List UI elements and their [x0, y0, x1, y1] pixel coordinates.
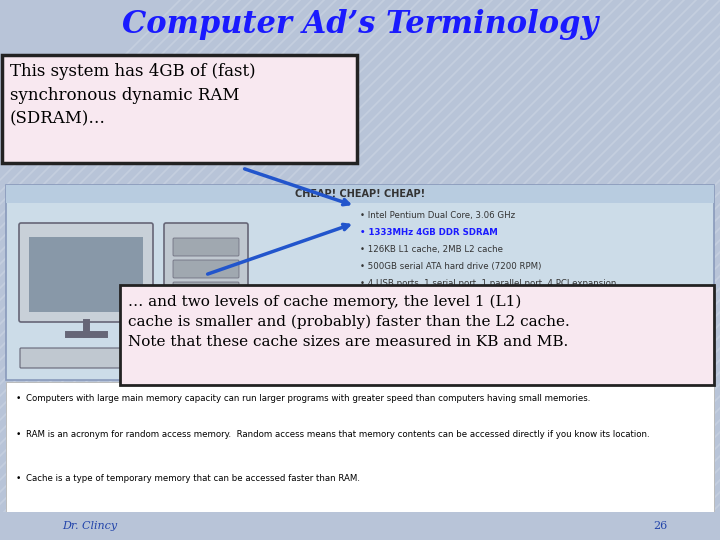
Text: • 126KB L1 cache, 2MB L2 cache: • 126KB L1 cache, 2MB L2 cache: [360, 245, 503, 254]
Text: • Intel Pentium Dual Core, 3.06 GHz: • Intel Pentium Dual Core, 3.06 GHz: [360, 211, 515, 220]
Bar: [6, 382, 714, 512]
Text: CHEAP! CHEAP! CHEAP!: CHEAP! CHEAP! CHEAP!: [295, 189, 425, 199]
FancyBboxPatch shape: [164, 223, 248, 357]
Text: 26: 26: [653, 521, 667, 531]
Text: … and two levels of cache memory, the level 1 (L1)
cache is smaller and (probabl: … and two levels of cache memory, the le…: [128, 295, 570, 349]
Bar: [120, 285, 714, 385]
Text: • 500GB serial ATA hard drive (7200 RPM): • 500GB serial ATA hard drive (7200 RPM): [360, 262, 541, 271]
Text: Computer Ad’s Terminology: Computer Ad’s Terminology: [122, 10, 598, 40]
Bar: [29, 237, 143, 312]
FancyBboxPatch shape: [173, 282, 239, 300]
Bar: [2, 55, 357, 163]
Text: • 4 USB ports, 1 serial port, 1 parallel port, 4 PCI expansion: • 4 USB ports, 1 serial port, 1 parallel…: [360, 279, 616, 288]
FancyBboxPatch shape: [19, 223, 153, 322]
Bar: [6, 185, 714, 380]
Text: •: •: [15, 430, 21, 439]
Text: RAM is an acronym for random access memory.  Random access means that memory con: RAM is an acronym for random access memo…: [26, 430, 649, 439]
Text: Dr. Clincy: Dr. Clincy: [63, 521, 117, 531]
FancyBboxPatch shape: [173, 238, 239, 256]
Text: Cache is a type of temporary memory that can be accessed faster than RAM.: Cache is a type of temporary memory that…: [26, 474, 360, 483]
Bar: [0, 512, 720, 540]
Text: • 1333MHz 4GB DDR SDRAM: • 1333MHz 4GB DDR SDRAM: [360, 228, 498, 237]
FancyBboxPatch shape: [20, 348, 152, 368]
Text: •: •: [15, 394, 21, 403]
Text: •: •: [15, 474, 21, 483]
FancyBboxPatch shape: [173, 260, 239, 278]
Text: This system has 4GB of (fast)
synchronous dynamic RAM
(SDRAM)…: This system has 4GB of (fast) synchronou…: [10, 63, 256, 127]
Text: Computers with large main memory capacity can run larger programs with greater s: Computers with large main memory capacit…: [26, 394, 590, 403]
Bar: [6, 185, 714, 203]
